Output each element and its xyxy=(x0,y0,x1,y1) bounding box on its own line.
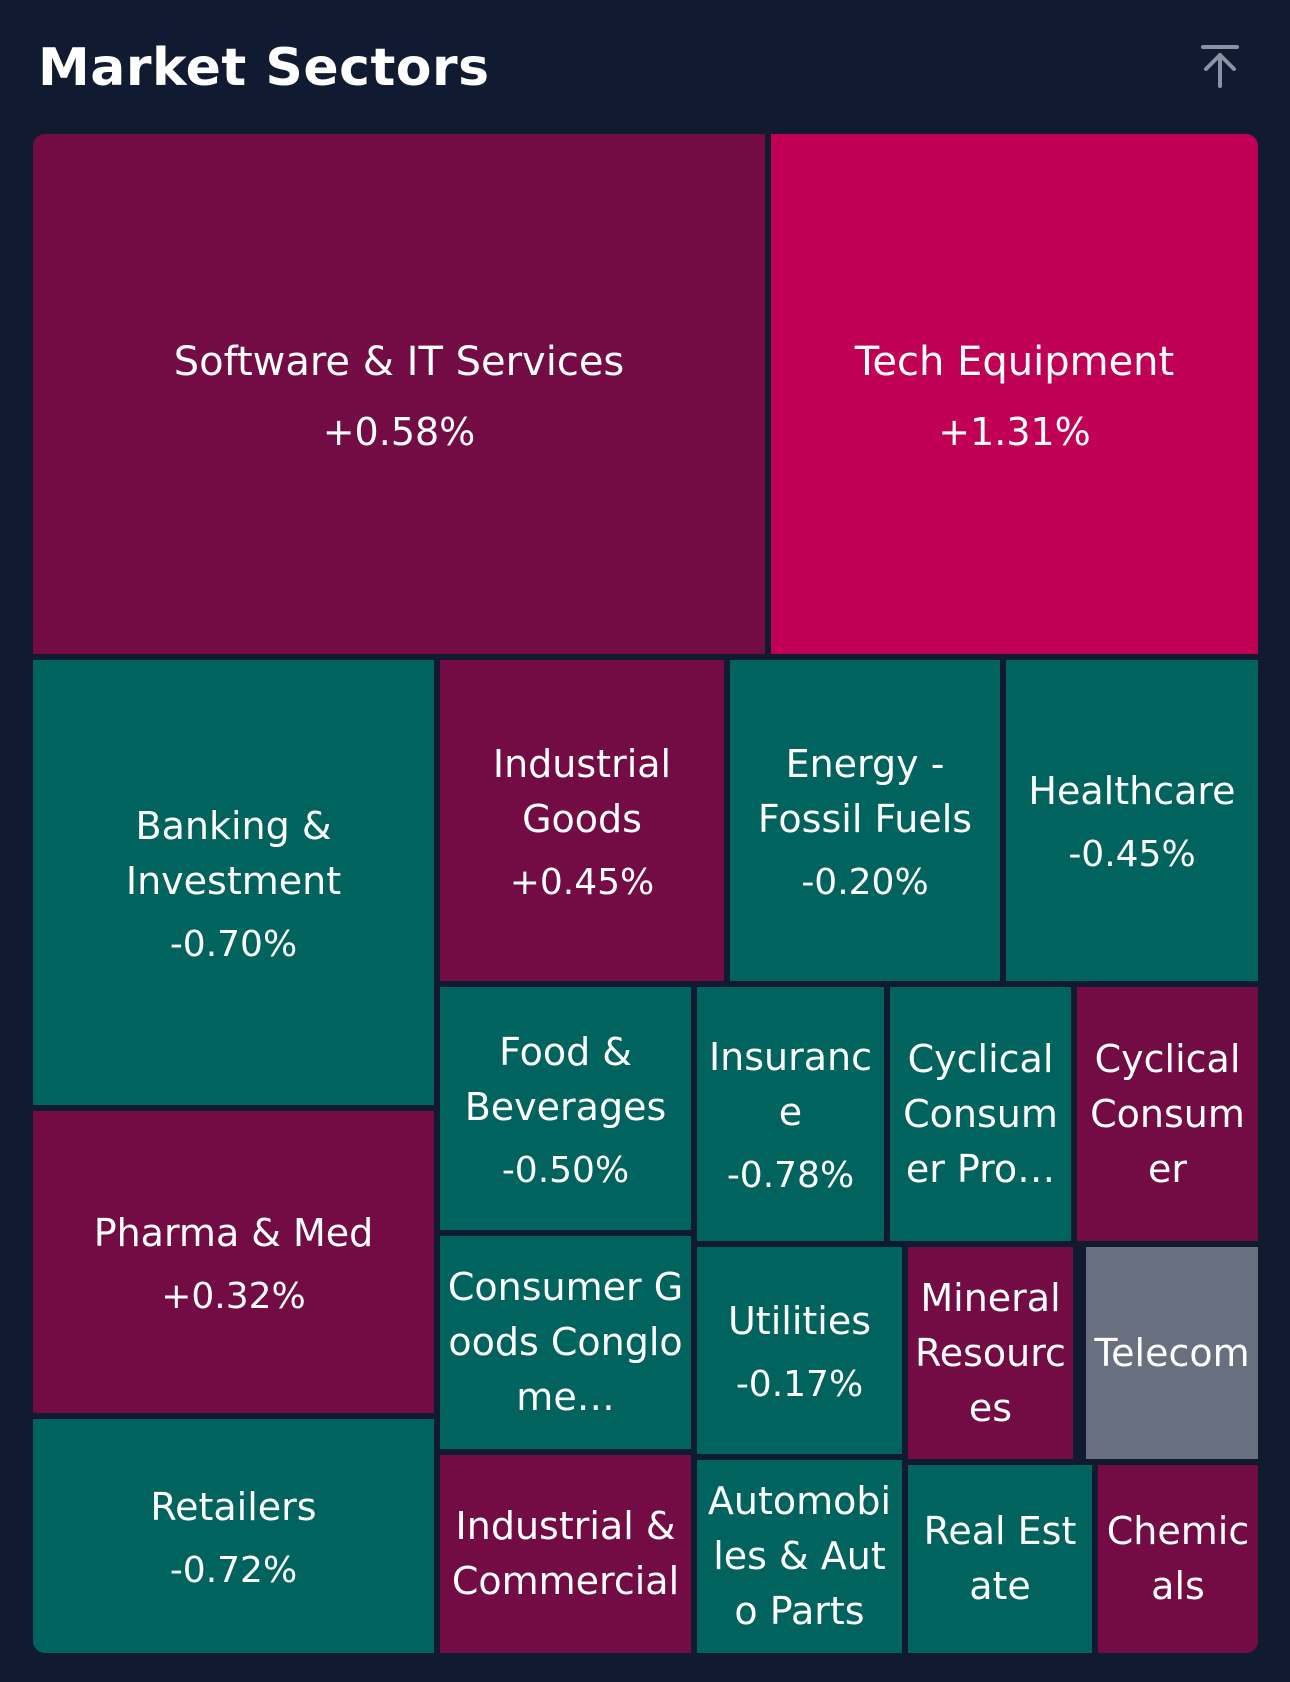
tile-change: -0.78% xyxy=(726,1155,855,1196)
tile-pharma-med[interactable]: Pharma & Med +0.32% xyxy=(33,1111,434,1413)
tile-change: -0.20% xyxy=(801,861,929,903)
tile-name: Real Estate xyxy=(923,1509,1077,1608)
tile-consumer-goods-conglomerates[interactable]: Consumer Goods Conglome… xyxy=(440,1236,691,1449)
tile-name: Utilities xyxy=(727,1299,872,1343)
tile-utilities[interactable]: Utilities -0.17% xyxy=(697,1247,902,1454)
header: Market Sectors xyxy=(0,0,1290,134)
tile-change: -0.50% xyxy=(501,1149,630,1191)
page-title: Market Sectors xyxy=(38,38,490,98)
tile-change: +0.45% xyxy=(509,861,655,903)
arrow-up-to-line-icon xyxy=(1201,45,1239,88)
tile-telecom[interactable]: Telecom xyxy=(1086,1247,1258,1459)
tile-name: Food & Beverages xyxy=(464,1029,667,1129)
tile-mineral-resources[interactable]: Mineral Resources xyxy=(908,1247,1073,1459)
tile-energy-fossil-fuels[interactable]: Energy - Fossil Fuels -0.20% xyxy=(730,660,1000,981)
tile-name: Telecom xyxy=(1094,1330,1250,1375)
tile-name: Retailers xyxy=(150,1484,317,1529)
tile-cyclical-consumer-products[interactable]: Cyclical Consumer Pro… xyxy=(890,987,1071,1241)
tile-change: +1.31% xyxy=(938,409,1091,454)
tile-change: -0.70% xyxy=(169,923,298,965)
tile-name: Pharma & Med xyxy=(93,1210,374,1255)
tile-name: Insurance xyxy=(708,1035,873,1134)
tile-banking-investment[interactable]: Banking & Investment -0.70% xyxy=(33,660,434,1105)
tile-name: Cyclical Consumer Pro… xyxy=(903,1036,1058,1191)
tile-industrial-goods[interactable]: Industrial Goods +0.45% xyxy=(440,660,724,981)
tile-cyclical-consumer[interactable]: Cyclical Consumer xyxy=(1077,987,1258,1241)
tile-change: +0.58% xyxy=(322,409,476,454)
tile-name: Cyclical Consumer xyxy=(1090,1036,1245,1191)
tile-name: Consumer Goods Conglome… xyxy=(447,1265,684,1419)
tile-change: -0.72% xyxy=(169,1549,298,1591)
tile-industrial-commercial[interactable]: Industrial & Commercial xyxy=(440,1455,691,1653)
tile-name: Banking & Investment xyxy=(125,803,342,903)
tile-tech-equipment[interactable]: Tech Equipment +1.31% xyxy=(771,134,1258,654)
tile-name: Energy - Fossil Fuels xyxy=(757,741,973,841)
tile-name: Chemicals xyxy=(1106,1509,1250,1608)
tile-change: -0.45% xyxy=(1068,834,1196,875)
tile-name: Industrial & Commercial xyxy=(451,1504,680,1603)
tile-name: Industrial Goods xyxy=(492,741,672,841)
tile-name: Software & IT Services xyxy=(173,338,625,385)
tile-software-it-services[interactable]: Software & IT Services +0.58% xyxy=(33,134,765,654)
tile-insurance[interactable]: Insurance -0.78% xyxy=(697,987,884,1241)
tile-real-estate[interactable]: Real Estate xyxy=(908,1465,1092,1653)
tile-chemicals[interactable]: Chemicals xyxy=(1098,1465,1258,1653)
tile-food-beverages[interactable]: Food & Beverages -0.50% xyxy=(440,987,691,1230)
tile-automobiles-auto-parts[interactable]: Automobiles & Auto Parts xyxy=(697,1460,902,1653)
tile-name: Tech Equipment xyxy=(854,338,1175,385)
tile-change: -0.17% xyxy=(735,1364,864,1405)
tile-name: Automobiles & Auto Parts xyxy=(707,1479,892,1633)
tile-retailers[interactable]: Retailers -0.72% xyxy=(33,1419,434,1653)
sector-treemap: Software & IT Services +0.58% Tech Equip… xyxy=(33,134,1258,1653)
tile-change: +0.32% xyxy=(161,1275,306,1317)
collapse-button[interactable] xyxy=(1192,36,1248,96)
tile-name: Healthcare xyxy=(1028,769,1236,813)
tile-healthcare[interactable]: Healthcare -0.45% xyxy=(1006,660,1258,981)
tile-name: Mineral Resources xyxy=(915,1275,1066,1430)
